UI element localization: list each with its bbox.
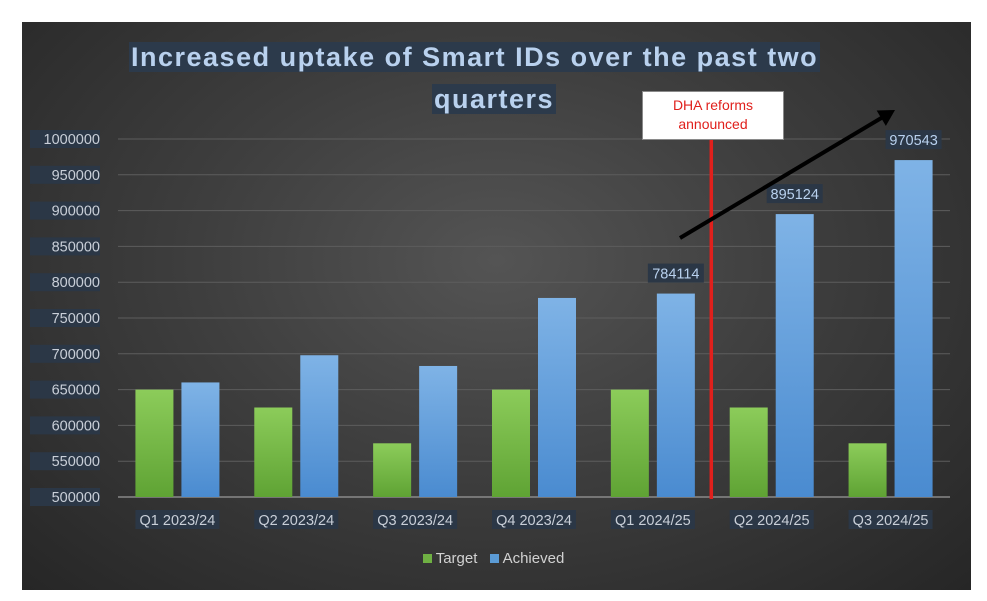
bar-target (610, 389, 649, 497)
x-tick-label-bg (373, 510, 458, 529)
x-tick-label: Q1 2024/25 (615, 513, 691, 529)
y-tick-label: 550000 (52, 454, 100, 470)
legend-swatch-target (422, 554, 432, 563)
x-tick-label: Q2 2023/24 (258, 513, 334, 529)
chart-title-line-2: quarters (432, 84, 557, 114)
bar-target (135, 389, 174, 497)
x-tick-label: Q3 2024/25 (853, 513, 929, 529)
data-label-bg (766, 184, 823, 204)
legend-label-target: Target (435, 550, 478, 567)
bar-target (492, 389, 530, 497)
x-tick-label: Q4 2023/24 (496, 513, 572, 529)
data-label: 895124 (771, 187, 819, 203)
y-tick-label-bg (30, 273, 100, 292)
y-tick-label-bg (30, 165, 100, 184)
trend-arrow-line (678, 115, 885, 240)
trend-arrow-head (876, 110, 895, 126)
x-tick-label-bg (848, 510, 933, 529)
data-label-bg (647, 263, 704, 283)
y-tick-label: 850000 (52, 239, 100, 255)
y-tick-label-bg (30, 237, 100, 256)
y-tick-label-bg (30, 130, 100, 148)
y-tick-label: 700000 (52, 347, 100, 363)
chart-legend: Target Achieved (0, 550, 987, 567)
bar-achieved (419, 365, 458, 497)
y-tick-label-bg (30, 309, 100, 327)
bar-achieved (538, 297, 576, 497)
bar-target (848, 443, 887, 497)
legend-item-target: Target (422, 550, 478, 567)
y-tick-label: 650000 (52, 383, 100, 399)
bar-achieved (300, 355, 339, 497)
callout-line-1: DHA reforms (672, 97, 754, 113)
y-tick-label: 800000 (52, 275, 100, 291)
chart-title-line-1: Increased uptake of Smart IDs over the p… (129, 42, 821, 72)
x-tick-label-bg (135, 510, 220, 529)
y-tick-label-bg (30, 201, 100, 220)
legend-label-achieved: Achieved (502, 550, 565, 567)
bar-target (729, 407, 768, 497)
data-label-bg (885, 130, 942, 150)
bar-achieved (181, 382, 220, 497)
bar-target (373, 443, 412, 497)
x-tick-label-bg (610, 510, 695, 529)
callout-line-2: announced (678, 116, 748, 132)
x-tick-label: Q1 2023/24 (140, 513, 216, 529)
y-tick-label: 950000 (52, 168, 100, 184)
y-tick-label: 600000 (52, 418, 100, 434)
x-tick-label-bg (492, 510, 576, 529)
bar-achieved (775, 214, 814, 497)
bar-achieved (894, 160, 933, 497)
legend-item-achieved: Achieved (489, 550, 565, 567)
x-tick-label: Q3 2023/24 (377, 513, 453, 529)
y-tick-label: 900000 (52, 204, 100, 220)
x-tick-label-bg (254, 510, 339, 529)
data-label: 970543 (889, 133, 937, 149)
dha-reforms-callout: DHA reforms announced (642, 91, 784, 140)
data-label: 784114 (652, 267, 699, 283)
y-tick-label-bg (30, 488, 100, 506)
x-tick-label-bg (729, 510, 814, 529)
y-tick-label-bg (30, 416, 100, 435)
bar-target (254, 407, 293, 497)
x-tick-label: Q2 2024/25 (734, 513, 810, 529)
y-tick-label-bg (30, 344, 100, 363)
bar-achieved (656, 293, 695, 497)
y-tick-label-bg (30, 452, 100, 471)
y-tick-label: 500000 (52, 490, 100, 506)
y-tick-label: 750000 (52, 311, 100, 327)
legend-swatch-achieved (489, 554, 499, 563)
y-tick-label-bg (30, 380, 100, 399)
y-tick-label: 1000000 (44, 132, 100, 148)
